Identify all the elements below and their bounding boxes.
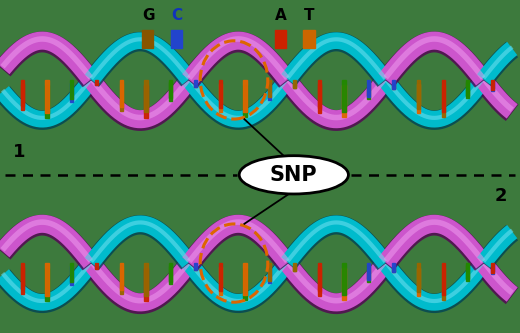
FancyBboxPatch shape [145,263,148,295]
FancyBboxPatch shape [21,80,24,106]
FancyBboxPatch shape [194,263,197,270]
FancyBboxPatch shape [343,85,346,117]
FancyBboxPatch shape [343,263,346,295]
FancyBboxPatch shape [367,80,370,97]
FancyBboxPatch shape [491,264,494,274]
FancyBboxPatch shape [367,263,370,280]
FancyBboxPatch shape [169,83,172,101]
FancyBboxPatch shape [120,267,123,294]
FancyBboxPatch shape [95,263,98,269]
FancyBboxPatch shape [70,83,73,102]
FancyBboxPatch shape [243,263,246,295]
FancyBboxPatch shape [318,84,321,113]
FancyBboxPatch shape [441,263,445,295]
FancyBboxPatch shape [169,263,172,281]
FancyBboxPatch shape [243,268,246,300]
FancyBboxPatch shape [343,80,346,112]
FancyBboxPatch shape [45,268,48,301]
FancyBboxPatch shape [441,85,445,117]
FancyBboxPatch shape [293,80,296,88]
FancyBboxPatch shape [21,263,24,289]
FancyBboxPatch shape [145,85,148,118]
FancyBboxPatch shape [243,80,246,112]
Text: G: G [142,8,154,23]
FancyBboxPatch shape [45,263,48,296]
FancyBboxPatch shape [318,263,321,291]
FancyBboxPatch shape [21,84,24,110]
FancyBboxPatch shape [120,263,123,290]
FancyBboxPatch shape [417,267,420,296]
Text: T: T [304,8,315,23]
FancyBboxPatch shape [491,263,494,273]
FancyBboxPatch shape [145,80,148,112]
FancyBboxPatch shape [367,265,370,282]
FancyBboxPatch shape [441,268,445,300]
FancyBboxPatch shape [70,263,73,282]
FancyBboxPatch shape [466,80,470,96]
FancyBboxPatch shape [243,85,246,117]
FancyBboxPatch shape [268,263,271,281]
FancyBboxPatch shape [268,265,271,283]
Text: 2: 2 [495,187,507,205]
FancyBboxPatch shape [45,80,48,113]
FancyBboxPatch shape [466,82,470,98]
FancyBboxPatch shape [466,263,470,279]
FancyBboxPatch shape [169,266,172,284]
FancyBboxPatch shape [392,264,395,272]
Text: C: C [171,8,183,23]
FancyBboxPatch shape [318,80,321,108]
Bar [275,30,286,48]
FancyBboxPatch shape [120,84,123,111]
FancyBboxPatch shape [70,266,73,285]
FancyBboxPatch shape [417,263,420,292]
FancyBboxPatch shape [219,80,222,108]
FancyBboxPatch shape [491,80,494,90]
FancyBboxPatch shape [145,268,148,301]
FancyBboxPatch shape [120,80,123,107]
FancyBboxPatch shape [194,80,197,87]
FancyBboxPatch shape [466,265,470,281]
Text: SNP: SNP [270,165,318,185]
FancyBboxPatch shape [417,84,420,113]
FancyBboxPatch shape [343,268,346,300]
FancyBboxPatch shape [367,82,370,99]
FancyBboxPatch shape [21,267,24,293]
Bar [142,30,153,48]
FancyBboxPatch shape [70,80,73,99]
Ellipse shape [239,156,348,194]
FancyBboxPatch shape [95,263,98,269]
FancyBboxPatch shape [268,80,271,98]
FancyBboxPatch shape [392,263,395,272]
FancyBboxPatch shape [392,81,395,89]
FancyBboxPatch shape [45,85,48,118]
FancyBboxPatch shape [293,263,296,271]
FancyBboxPatch shape [441,80,445,112]
Bar [303,30,315,48]
Bar [171,30,182,48]
Text: A: A [275,8,287,23]
FancyBboxPatch shape [219,267,222,295]
FancyBboxPatch shape [219,84,222,112]
FancyBboxPatch shape [491,81,494,91]
FancyBboxPatch shape [293,263,296,271]
FancyBboxPatch shape [169,80,172,98]
FancyBboxPatch shape [219,263,222,291]
FancyBboxPatch shape [95,80,98,86]
FancyBboxPatch shape [392,80,395,89]
FancyBboxPatch shape [194,80,197,87]
FancyBboxPatch shape [318,267,321,296]
FancyBboxPatch shape [268,82,271,100]
FancyBboxPatch shape [194,263,197,270]
FancyBboxPatch shape [417,80,420,109]
Text: 1: 1 [13,143,25,161]
FancyBboxPatch shape [95,80,98,86]
FancyBboxPatch shape [293,80,296,88]
